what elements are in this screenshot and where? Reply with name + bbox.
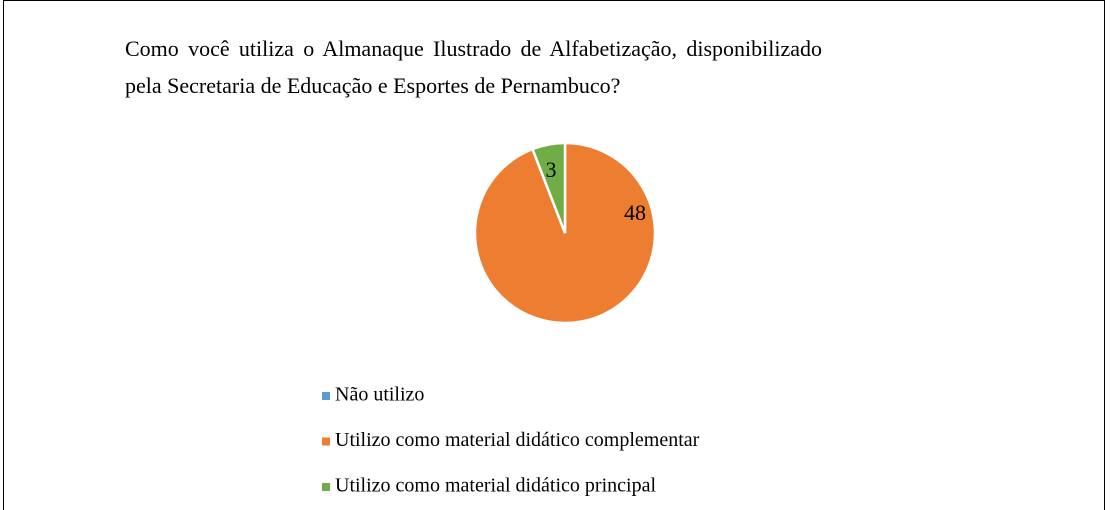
legend-label: Utilizo como material didático complemen… [335,429,700,451]
legend-swatch [322,437,330,446]
pie-slice [530,141,567,234]
legend-label: Utilizo como material didático principal [335,475,656,497]
chart-title: Como você utiliza o Almanaque Ilustrado … [125,36,822,98]
legend-label: Não utilizo [335,384,424,406]
data-label: 3 [546,157,557,182]
legend-swatch [322,483,330,491]
data-label: 48 [624,200,646,225]
legend-swatch [322,392,330,400]
chart-frame [3,0,1105,510]
